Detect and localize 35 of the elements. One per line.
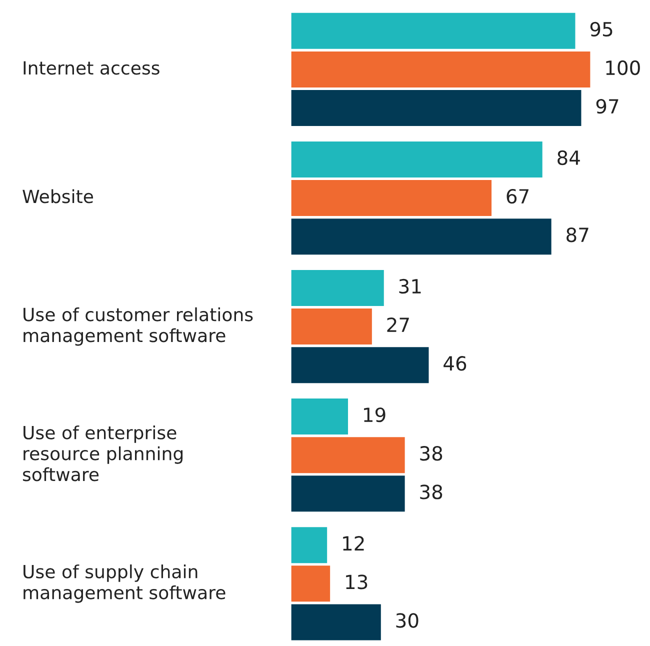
bar [291, 12, 576, 49]
data-label: 84 [558, 150, 580, 166]
data-label: 30 [396, 613, 418, 628]
bar [291, 437, 405, 474]
data-label: 87 [566, 228, 588, 242]
data-label: 67 [506, 188, 528, 204]
bar [291, 270, 384, 306]
data-label: 38 [420, 446, 442, 461]
y-tick-label: Use of enterprise resource planning software [22, 425, 183, 482]
data-label: 31 [399, 278, 421, 294]
y-tick-label: Internet access [24, 61, 160, 75]
data-label: 12 [343, 536, 364, 550]
data-label: 27 [387, 317, 409, 332]
bar [291, 218, 552, 255]
data-label: 38 [420, 484, 442, 500]
bar [291, 527, 328, 564]
data-label: 97 [596, 98, 618, 114]
bar [291, 476, 405, 512]
data-label: 100 [606, 60, 640, 76]
bar [291, 604, 381, 640]
bar [291, 180, 492, 216]
y-tick-label: Use of supply chain management software [24, 564, 226, 603]
bar [291, 308, 372, 345]
y-tick-label: Use of customer relations management software [24, 307, 253, 346]
bar [291, 347, 429, 384]
bar [291, 90, 582, 126]
data-label: 19 [364, 407, 386, 422]
bar [291, 398, 348, 435]
data-label: 13 [346, 574, 368, 590]
bar [291, 141, 542, 178]
data-label: 95 [590, 22, 612, 37]
bar [291, 566, 330, 602]
data-label: 46 [444, 356, 466, 371]
y-tick-label: Website [22, 189, 94, 204]
bar [291, 51, 590, 88]
